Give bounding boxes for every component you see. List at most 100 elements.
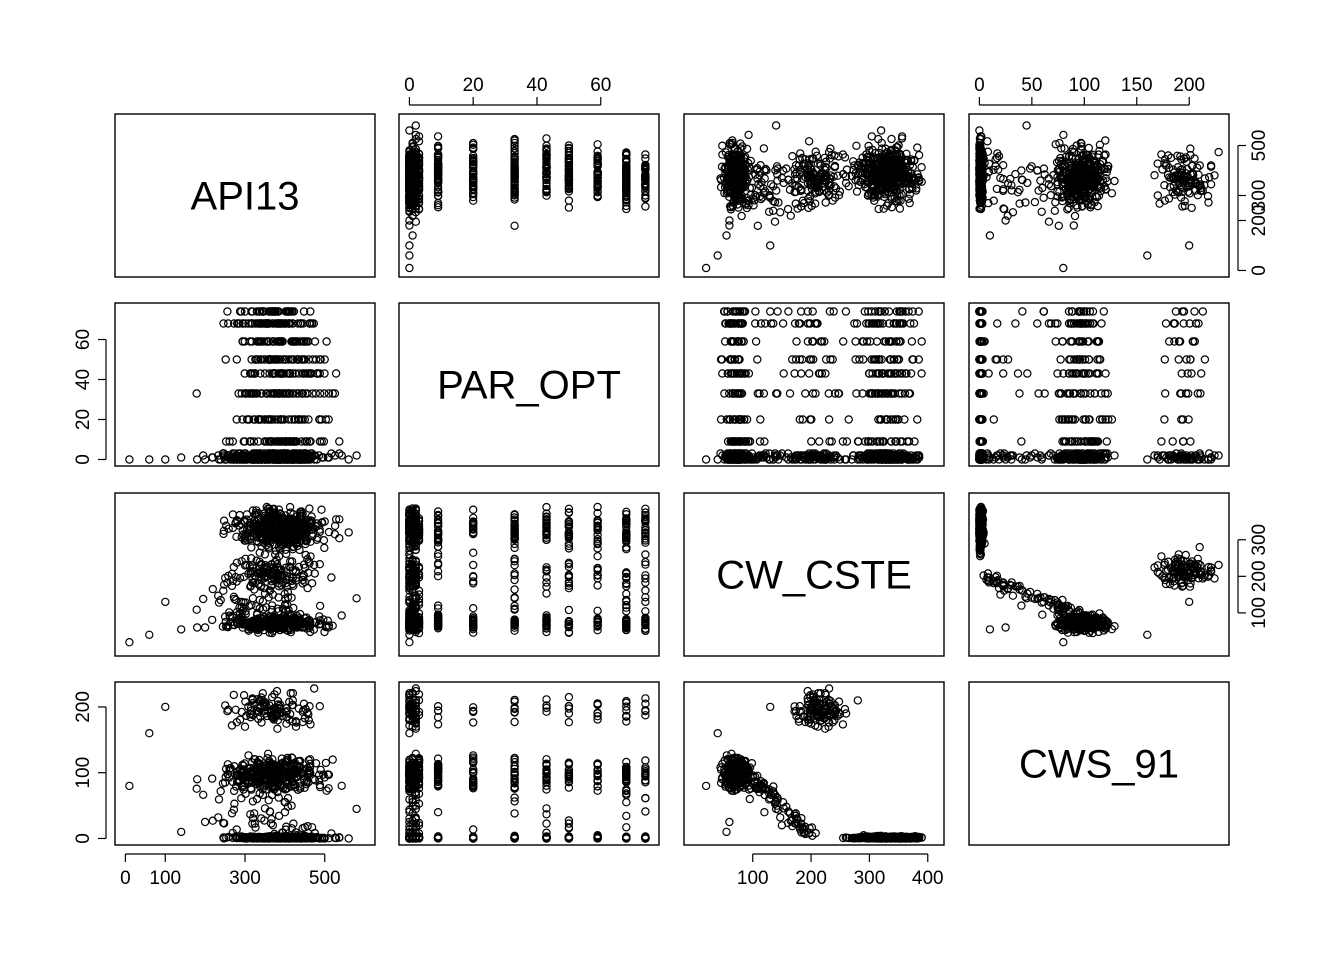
data-point (718, 141, 727, 150)
data-point (751, 307, 760, 316)
data-point (756, 415, 765, 424)
data-point (895, 204, 905, 213)
data-point (352, 451, 361, 460)
data-point (145, 455, 154, 464)
data-point (984, 159, 994, 168)
data-point (913, 415, 922, 424)
data-point (469, 155, 478, 164)
data-point (753, 355, 762, 364)
data-point (542, 178, 551, 188)
data-point (821, 198, 830, 207)
data-point (839, 337, 848, 346)
data-point (542, 172, 551, 181)
data-point (773, 307, 782, 316)
data-point (564, 174, 574, 183)
data-point (622, 166, 631, 175)
data-point (753, 221, 763, 230)
data-point (542, 191, 551, 200)
data-point (755, 437, 765, 446)
data-point (564, 157, 574, 166)
data-point (564, 155, 574, 164)
data-point (510, 138, 519, 148)
scatter-panel-api13-vs-par_opt (405, 121, 650, 273)
data-point (722, 231, 731, 240)
data-point (405, 251, 414, 260)
data-point (804, 137, 814, 146)
data-point (221, 355, 230, 364)
data-point (542, 167, 551, 177)
data-point (593, 179, 602, 188)
data-point (469, 192, 478, 202)
data-point (411, 217, 420, 226)
data-point (641, 181, 650, 191)
data-point (510, 152, 519, 161)
data-point (824, 415, 834, 424)
data-point (510, 185, 519, 194)
data-point (779, 369, 788, 378)
data-point (405, 126, 414, 135)
data-point (805, 369, 814, 378)
data-point (764, 207, 774, 216)
data-point (564, 187, 574, 196)
data-point (720, 389, 729, 398)
data-point (1157, 150, 1166, 159)
data-point (192, 389, 201, 398)
data-point (405, 263, 414, 273)
data-point (510, 172, 519, 181)
scatter-panel-api13-vs-cws_91 (975, 121, 1223, 273)
data-point (1017, 437, 1026, 446)
data-point (641, 175, 650, 185)
data-point (542, 141, 551, 150)
data-point (999, 160, 1008, 170)
data-point (1036, 176, 1045, 185)
data-point (751, 337, 761, 346)
data-point (1046, 182, 1056, 191)
data-point (784, 307, 793, 316)
data-point (1153, 191, 1163, 200)
data-point (433, 165, 443, 175)
data-point (1174, 355, 1183, 364)
data-point (469, 157, 478, 166)
data-point (405, 151, 414, 161)
data-point (1011, 169, 1020, 179)
data-point (510, 190, 519, 200)
data-point (1187, 203, 1196, 213)
data-point (433, 182, 443, 192)
data-point (851, 337, 860, 346)
data-point (414, 137, 424, 146)
data-point (917, 162, 926, 172)
data-point (1046, 190, 1055, 200)
scatter-panel-api13-vs-cw_cste (701, 121, 926, 273)
data-point (807, 437, 816, 446)
data-point (593, 183, 602, 193)
data-point (405, 241, 414, 250)
data-point (1143, 251, 1152, 260)
data-point (469, 181, 478, 191)
data-point (510, 167, 519, 176)
data-point (1030, 197, 1040, 207)
data-point (622, 187, 631, 196)
data-point (713, 251, 722, 260)
scatter-panel-par_opt-vs-api13 (125, 307, 361, 464)
data-point (841, 307, 851, 316)
data-point (811, 147, 820, 156)
data-point (260, 369, 270, 378)
data-point (1054, 221, 1064, 230)
data-point (622, 190, 631, 200)
data-point (593, 192, 602, 202)
data-point (542, 134, 551, 143)
data-point (405, 162, 414, 172)
data-point (469, 144, 478, 154)
data-point (1008, 208, 1018, 217)
data-point (331, 369, 341, 378)
data-point (405, 221, 414, 230)
data-point (510, 144, 519, 153)
data-point (564, 144, 574, 153)
data-point (1214, 147, 1223, 157)
data-point (887, 134, 896, 144)
data-point (405, 207, 414, 216)
data-point (469, 138, 478, 148)
data-point (564, 169, 574, 179)
data-point (1059, 130, 1068, 140)
data-point (542, 175, 551, 185)
